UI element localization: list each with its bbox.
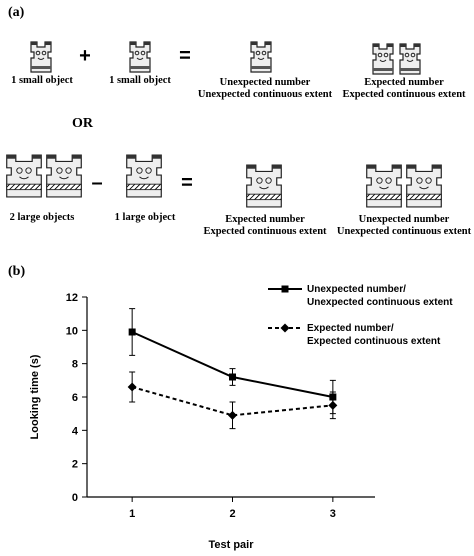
- x-tick-label: 1: [129, 508, 135, 520]
- caption: Expected continuous extent: [203, 226, 327, 237]
- object-figure: [126, 154, 162, 198]
- panel-b: (b) Test pair Looking time (s) 024681012…: [8, 264, 453, 551]
- y-tick-label: 4: [72, 425, 79, 437]
- x-axis-label: Test pair: [208, 539, 254, 551]
- object-figure: [372, 43, 394, 75]
- series-line: [131, 386, 333, 417]
- legend-label: Unexpected number/: [307, 284, 406, 295]
- object-figure: [129, 41, 151, 73]
- y-tick-label: 10: [66, 325, 78, 337]
- legend-label: Expected continuous extent: [307, 336, 441, 347]
- caption: Unexpected continuous extent: [198, 89, 333, 100]
- caption: Unexpected continuous extent: [337, 226, 472, 237]
- panel-a: (a) + = – = OR 1 small object 1 small ob…: [6, 5, 472, 237]
- marker: [328, 400, 338, 410]
- y-tick-label: 8: [72, 359, 78, 371]
- caption: 1 small object: [11, 75, 73, 86]
- y-tick-label: 0: [72, 492, 78, 504]
- caption: Unexpected number: [220, 77, 311, 88]
- object-figure: [6, 154, 42, 198]
- series-line: [131, 331, 334, 398]
- caption: Expected number: [364, 77, 444, 88]
- panel-label: (b): [8, 264, 25, 279]
- object-figure: [406, 164, 442, 208]
- marker: [229, 373, 237, 381]
- legend-marker: [280, 323, 290, 333]
- object-figure: [246, 164, 282, 208]
- operator: –: [91, 172, 102, 194]
- operator: =: [179, 45, 191, 67]
- operator: =: [181, 172, 193, 194]
- object-figure: [250, 41, 272, 73]
- legend-label: Expected number/: [307, 323, 394, 334]
- caption: 2 large objects: [10, 212, 75, 223]
- or-label: OR: [72, 116, 94, 131]
- x-tick-label: 2: [229, 508, 235, 520]
- object-figure: [30, 41, 52, 73]
- y-axis-label: Looking time (s): [29, 354, 41, 439]
- operator: +: [79, 45, 91, 67]
- caption: Unexpected number: [359, 214, 450, 225]
- object-figure: [46, 154, 82, 198]
- legend-marker: [281, 285, 289, 293]
- caption: Expected number: [225, 214, 305, 225]
- object-figure: [399, 43, 421, 75]
- panel-label: (a): [8, 5, 25, 20]
- marker: [228, 410, 238, 420]
- x-tick-label: 3: [330, 508, 336, 520]
- caption: 1 small object: [109, 75, 171, 86]
- y-tick-label: 6: [72, 392, 78, 404]
- y-tick-label: 12: [66, 292, 78, 304]
- caption: Expected continuous extent: [342, 89, 466, 100]
- marker: [127, 382, 137, 392]
- legend-label: Unexpected continuous extent: [307, 297, 453, 308]
- y-tick-label: 2: [72, 459, 78, 471]
- object-figure: [366, 164, 402, 208]
- marker: [128, 328, 136, 336]
- caption: 1 large object: [115, 212, 176, 223]
